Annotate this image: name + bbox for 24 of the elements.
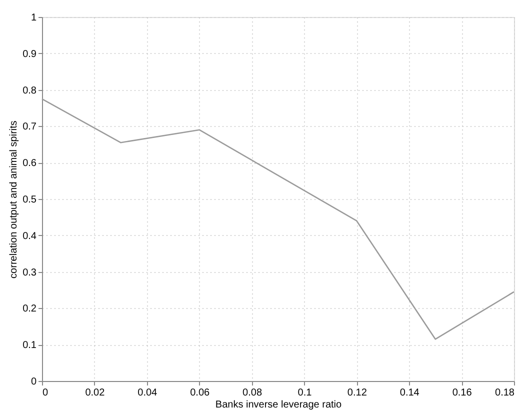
y-tick-label: 0.3 (22, 267, 37, 278)
x-tick-label: 0.08 (242, 388, 262, 398)
y-tick-label: 0.7 (22, 122, 37, 133)
x-tick-label: 0.14 (400, 388, 420, 398)
x-tick-label: 0.18 (495, 388, 515, 398)
x-tick-label: 0.12 (347, 388, 368, 398)
x-axis-title: Banks inverse leverage ratio (215, 400, 342, 410)
x-tick-label: 0.1 (298, 388, 312, 398)
y-tick-label: 0.9 (22, 48, 37, 60)
line-series (41, 98, 515, 340)
y-tick-label: 0.4 (22, 230, 37, 242)
x-tick-label: 0.02 (85, 388, 106, 398)
y-axis-title: correlation output and animal spirits (8, 120, 20, 278)
y-tick-label: 0 (30, 376, 37, 388)
x-tick-label: 0 (42, 388, 48, 398)
y-tick-label: 0.8 (22, 85, 37, 96)
y-tick-label: 0.1 (22, 340, 37, 352)
y-tick-label: 0.6 (22, 158, 37, 170)
y-tick-label: 0.5 (22, 194, 37, 206)
x-tick-label: 0.04 (138, 388, 158, 398)
y-tick-label: 1 (30, 12, 37, 24)
x-tick-label: 0.16 (452, 388, 472, 398)
x-tick-label: 0.06 (190, 388, 210, 398)
y-tick-label: 0.2 (22, 304, 37, 315)
